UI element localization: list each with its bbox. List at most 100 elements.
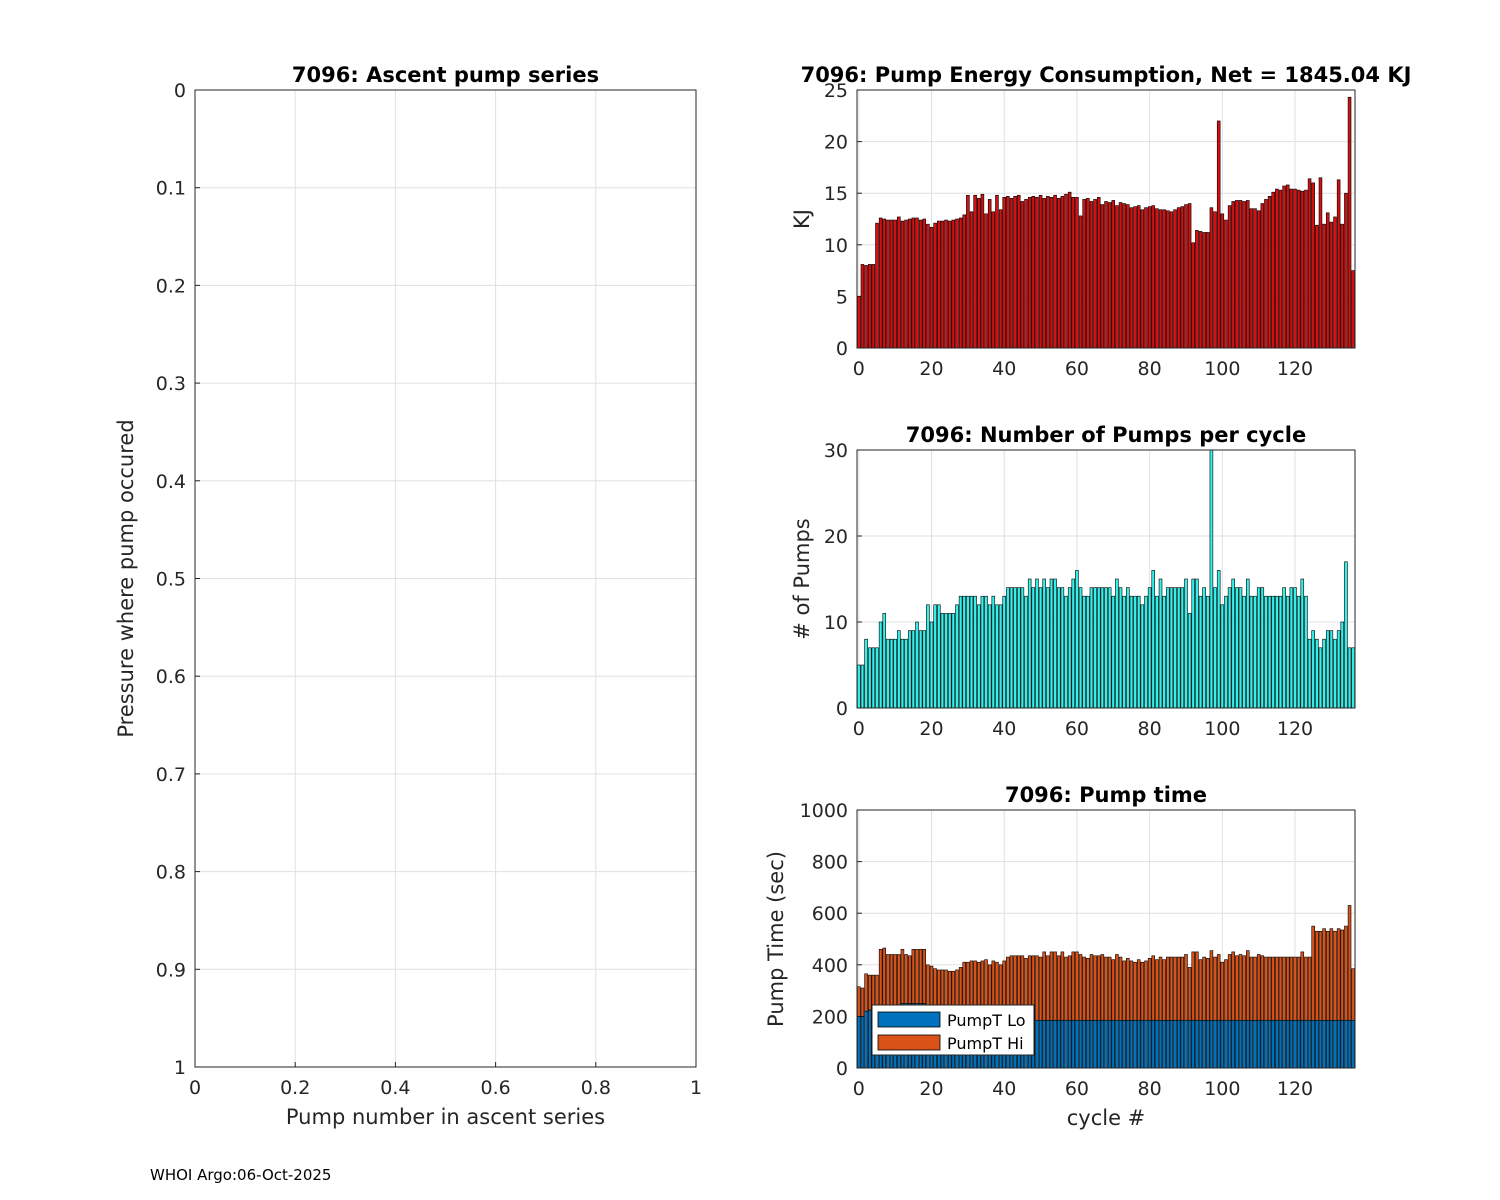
bar-pumpT-lo [1296,1019,1301,1069]
x-tick-label: 40 [992,718,1016,740]
bar [889,638,894,709]
bar-pumpT-hi [1144,960,1148,1021]
bar [1064,595,1068,709]
bar-pumpT-hi [1086,958,1090,1021]
bar [897,216,901,349]
bar [900,220,905,349]
y-tick-label: 0.7 [156,764,186,786]
bar [1176,207,1181,349]
bar-pumpT-lo [1340,1019,1345,1069]
bar-pumpT-hi [1296,956,1301,1021]
x-tick-label: 0 [853,358,865,380]
bar [1336,630,1341,709]
bar [1264,199,1268,349]
bar-pumpT-lo [1256,1019,1261,1069]
x-tick-label: 120 [1277,1078,1313,1100]
y-tick-label: 15 [824,183,848,205]
bar [1340,223,1345,349]
bar [966,194,970,349]
bar [1318,647,1323,709]
bar [1173,209,1177,349]
x-tick-label: 80 [1138,358,1162,380]
bar [1166,210,1170,349]
bar-pumpT-lo [1293,1019,1297,1069]
bar [1231,578,1235,709]
bar [889,219,894,349]
bar [1213,211,1217,349]
bar-pumpT-hi [886,954,890,1006]
bar-pumpT-lo [1046,1019,1050,1069]
bar-pumpT-hi [1282,956,1286,1021]
bar [1275,188,1279,349]
bar [1046,587,1050,709]
bar-pumpT-hi [1096,955,1101,1021]
bar [1111,595,1116,709]
bar [926,604,930,709]
bar [1133,595,1137,709]
bar [1206,232,1210,349]
bar-pumpT-hi [1216,954,1221,1021]
bar [1027,578,1032,709]
bar [915,217,919,349]
bar [1285,595,1290,709]
y-axis-label: Pump Time (sec) [764,851,788,1027]
bar [984,595,988,709]
bar-pumpT-lo [1347,1019,1352,1069]
bar [937,220,941,349]
bar-pumpT-hi [1260,955,1265,1021]
bar [1035,578,1039,709]
bar-pumpT-lo [1060,1019,1065,1069]
x-tick-label: 100 [1204,718,1240,740]
bar-pumpT-lo [1038,1019,1043,1069]
bar-pumpT-lo [1173,1019,1177,1069]
bar [955,218,959,349]
bar-pumpT-hi [922,949,927,1004]
legend-swatch [877,1034,941,1051]
x-tick-label: 60 [1065,1078,1089,1100]
x-tick-label: 80 [1138,718,1162,740]
bar-pumpT-hi [1056,955,1061,1021]
bar [1333,216,1337,349]
bar-pumpT-lo [1184,1019,1188,1069]
axes-pumptime: 0 20 40 60 80 100 120 0 200 400 600 800 1000 PumpT Lo… [764,783,1356,1130]
bar [1213,587,1217,709]
bar [977,604,981,709]
bar [1187,203,1192,349]
bar-pumpT-hi [1325,930,1330,1021]
bar [1013,195,1017,349]
bar-pumpT-hi [1322,928,1326,1021]
bar [1278,189,1283,349]
bar-pumpT-lo [1238,1019,1243,1069]
bar [1056,587,1061,709]
bar [1017,194,1021,349]
bar [1184,204,1188,349]
bar-pumpT-hi [1115,954,1119,1021]
bar [1347,96,1352,349]
bar-pumpT-lo [1282,1019,1286,1069]
bar-pumpT-lo [1333,1019,1337,1069]
bar-pumpT-hi [1347,905,1352,1021]
x-tick-label: 20 [919,358,943,380]
bar [1307,638,1312,709]
bar [1136,595,1141,709]
bar-pumpT-hi [918,949,923,1004]
bar [1220,604,1225,709]
bar [893,219,897,349]
bar [1140,604,1145,709]
bar-pumpT-hi [1300,951,1305,1021]
y-tick-label: 0.9 [156,959,186,981]
bar [875,222,879,349]
bar-pumpT-lo [1220,1019,1225,1069]
bar-pumpT-lo [1209,1019,1214,1069]
bar-pumpT-hi [897,954,901,1006]
y-tick-label: 5 [836,286,848,308]
bar [1238,587,1243,709]
x-tick-label: 0.4 [380,1077,410,1099]
bar [904,638,908,709]
bar-pumpT-hi [1191,951,1195,1021]
bar-pumpT-hi [1162,959,1166,1021]
bar-pumpT-lo [1216,1019,1221,1069]
y-axis-label: Pressure where pump occured [114,419,138,737]
x-tick-label: 20 [919,1078,943,1100]
bar [962,595,966,709]
